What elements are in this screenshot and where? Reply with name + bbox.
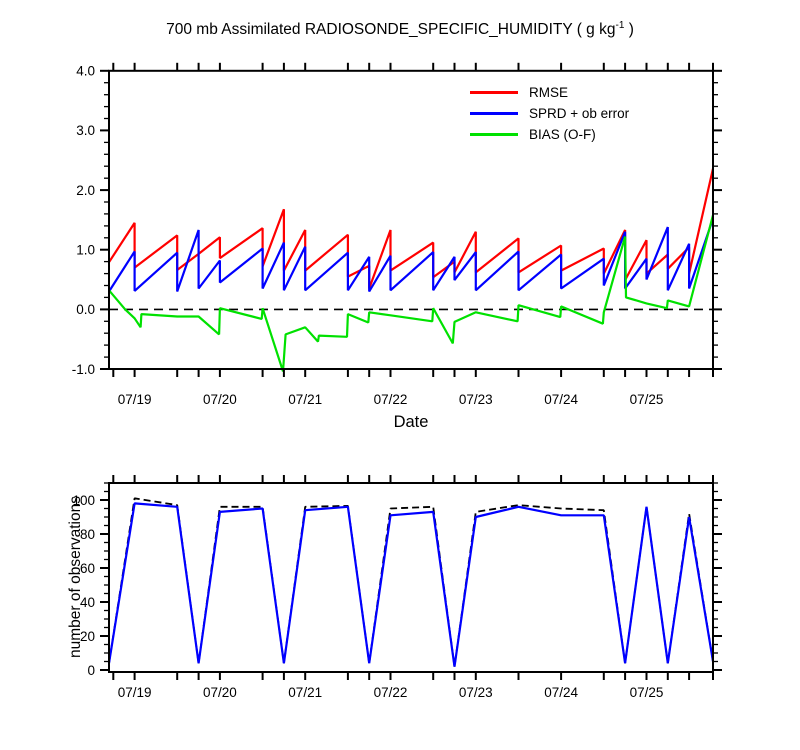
y-tick-label: 1.0 xyxy=(76,243,95,258)
x-date-label: 07/19 xyxy=(118,685,152,700)
x-date-label: 07/22 xyxy=(374,685,408,700)
x-date-label: 07/20 xyxy=(203,685,237,700)
x-date-label: 07/21 xyxy=(288,392,322,407)
chart-title-text: 700 mb Assimilated RADIOSONDE_SPECIFIC_H… xyxy=(166,21,616,39)
y-tick-label: 4.0 xyxy=(76,64,95,79)
bias-line-swatch xyxy=(470,133,518,136)
error-statistics-panel-frame xyxy=(108,69,714,371)
bias-line xyxy=(108,214,715,372)
chart-title-suffix: ) xyxy=(624,21,634,39)
chart-title-superscript: -1 xyxy=(615,20,625,31)
error-statistics-panel: -1.0 0.0 1.0 2.0 3.0 4.0 07/19 07/20 07/21 07/22 0… xyxy=(72,62,722,407)
x-date-label: 07/23 xyxy=(459,685,493,700)
rmse-line-swatch xyxy=(470,91,518,94)
rmse-legend-label: RMSE xyxy=(529,84,569,100)
y-tick-label: 40 xyxy=(80,595,95,610)
legend: RMSE SPRD + ob error BIAS (O-F) xyxy=(470,82,629,145)
y-tick-label: 80 xyxy=(80,527,95,542)
x-date-label: 07/22 xyxy=(374,392,408,407)
bias-legend-label: BIAS (O-F) xyxy=(529,126,596,142)
y-tick-label: 3.0 xyxy=(76,123,95,138)
y-tick-label: 20 xyxy=(80,629,95,644)
observation-count-panel-frame xyxy=(108,482,714,673)
y-tick-label: 100 xyxy=(72,493,95,508)
x-date-label: 07/24 xyxy=(544,685,578,700)
legend-row-bias: BIAS (O-F) xyxy=(470,124,629,145)
legend-row-sprd: SPRD + ob error xyxy=(470,103,629,124)
assimilated-obs-line xyxy=(107,502,715,667)
y-tick-label: 60 xyxy=(80,561,95,576)
y-tick-label: -1.0 xyxy=(72,362,95,377)
x-axis-title: Date xyxy=(393,413,429,431)
rmse-line xyxy=(108,168,715,289)
sprd-line xyxy=(108,218,715,293)
y-tick-label: 2.0 xyxy=(76,183,95,198)
sprd-line-swatch xyxy=(470,112,518,115)
x-date-label: 07/25 xyxy=(630,392,664,407)
x-date-label: 07/20 xyxy=(203,392,237,407)
x-date-label: 07/21 xyxy=(288,685,322,700)
y-tick-label: 0.0 xyxy=(76,302,95,317)
x-date-label: 07/23 xyxy=(459,392,493,407)
legend-row-rmse: RMSE xyxy=(470,82,629,103)
y-tick-label: 0 xyxy=(87,663,95,678)
x-date-label: 07/19 xyxy=(118,392,152,407)
x-date-label: 07/25 xyxy=(630,685,664,700)
observation-count-panel: 0 20 40 60 80 100 07/19 07/20 07/21 07/22 07/23 07/… xyxy=(72,475,722,700)
chart-title: 700 mb Assimilated RADIOSONDE_SPECIFIC_H… xyxy=(0,20,800,39)
obs-count-y-axis-title: number of observations xyxy=(67,496,84,658)
x-date-label: 07/24 xyxy=(544,392,578,407)
sprd-legend-label: SPRD + ob error xyxy=(529,105,630,121)
